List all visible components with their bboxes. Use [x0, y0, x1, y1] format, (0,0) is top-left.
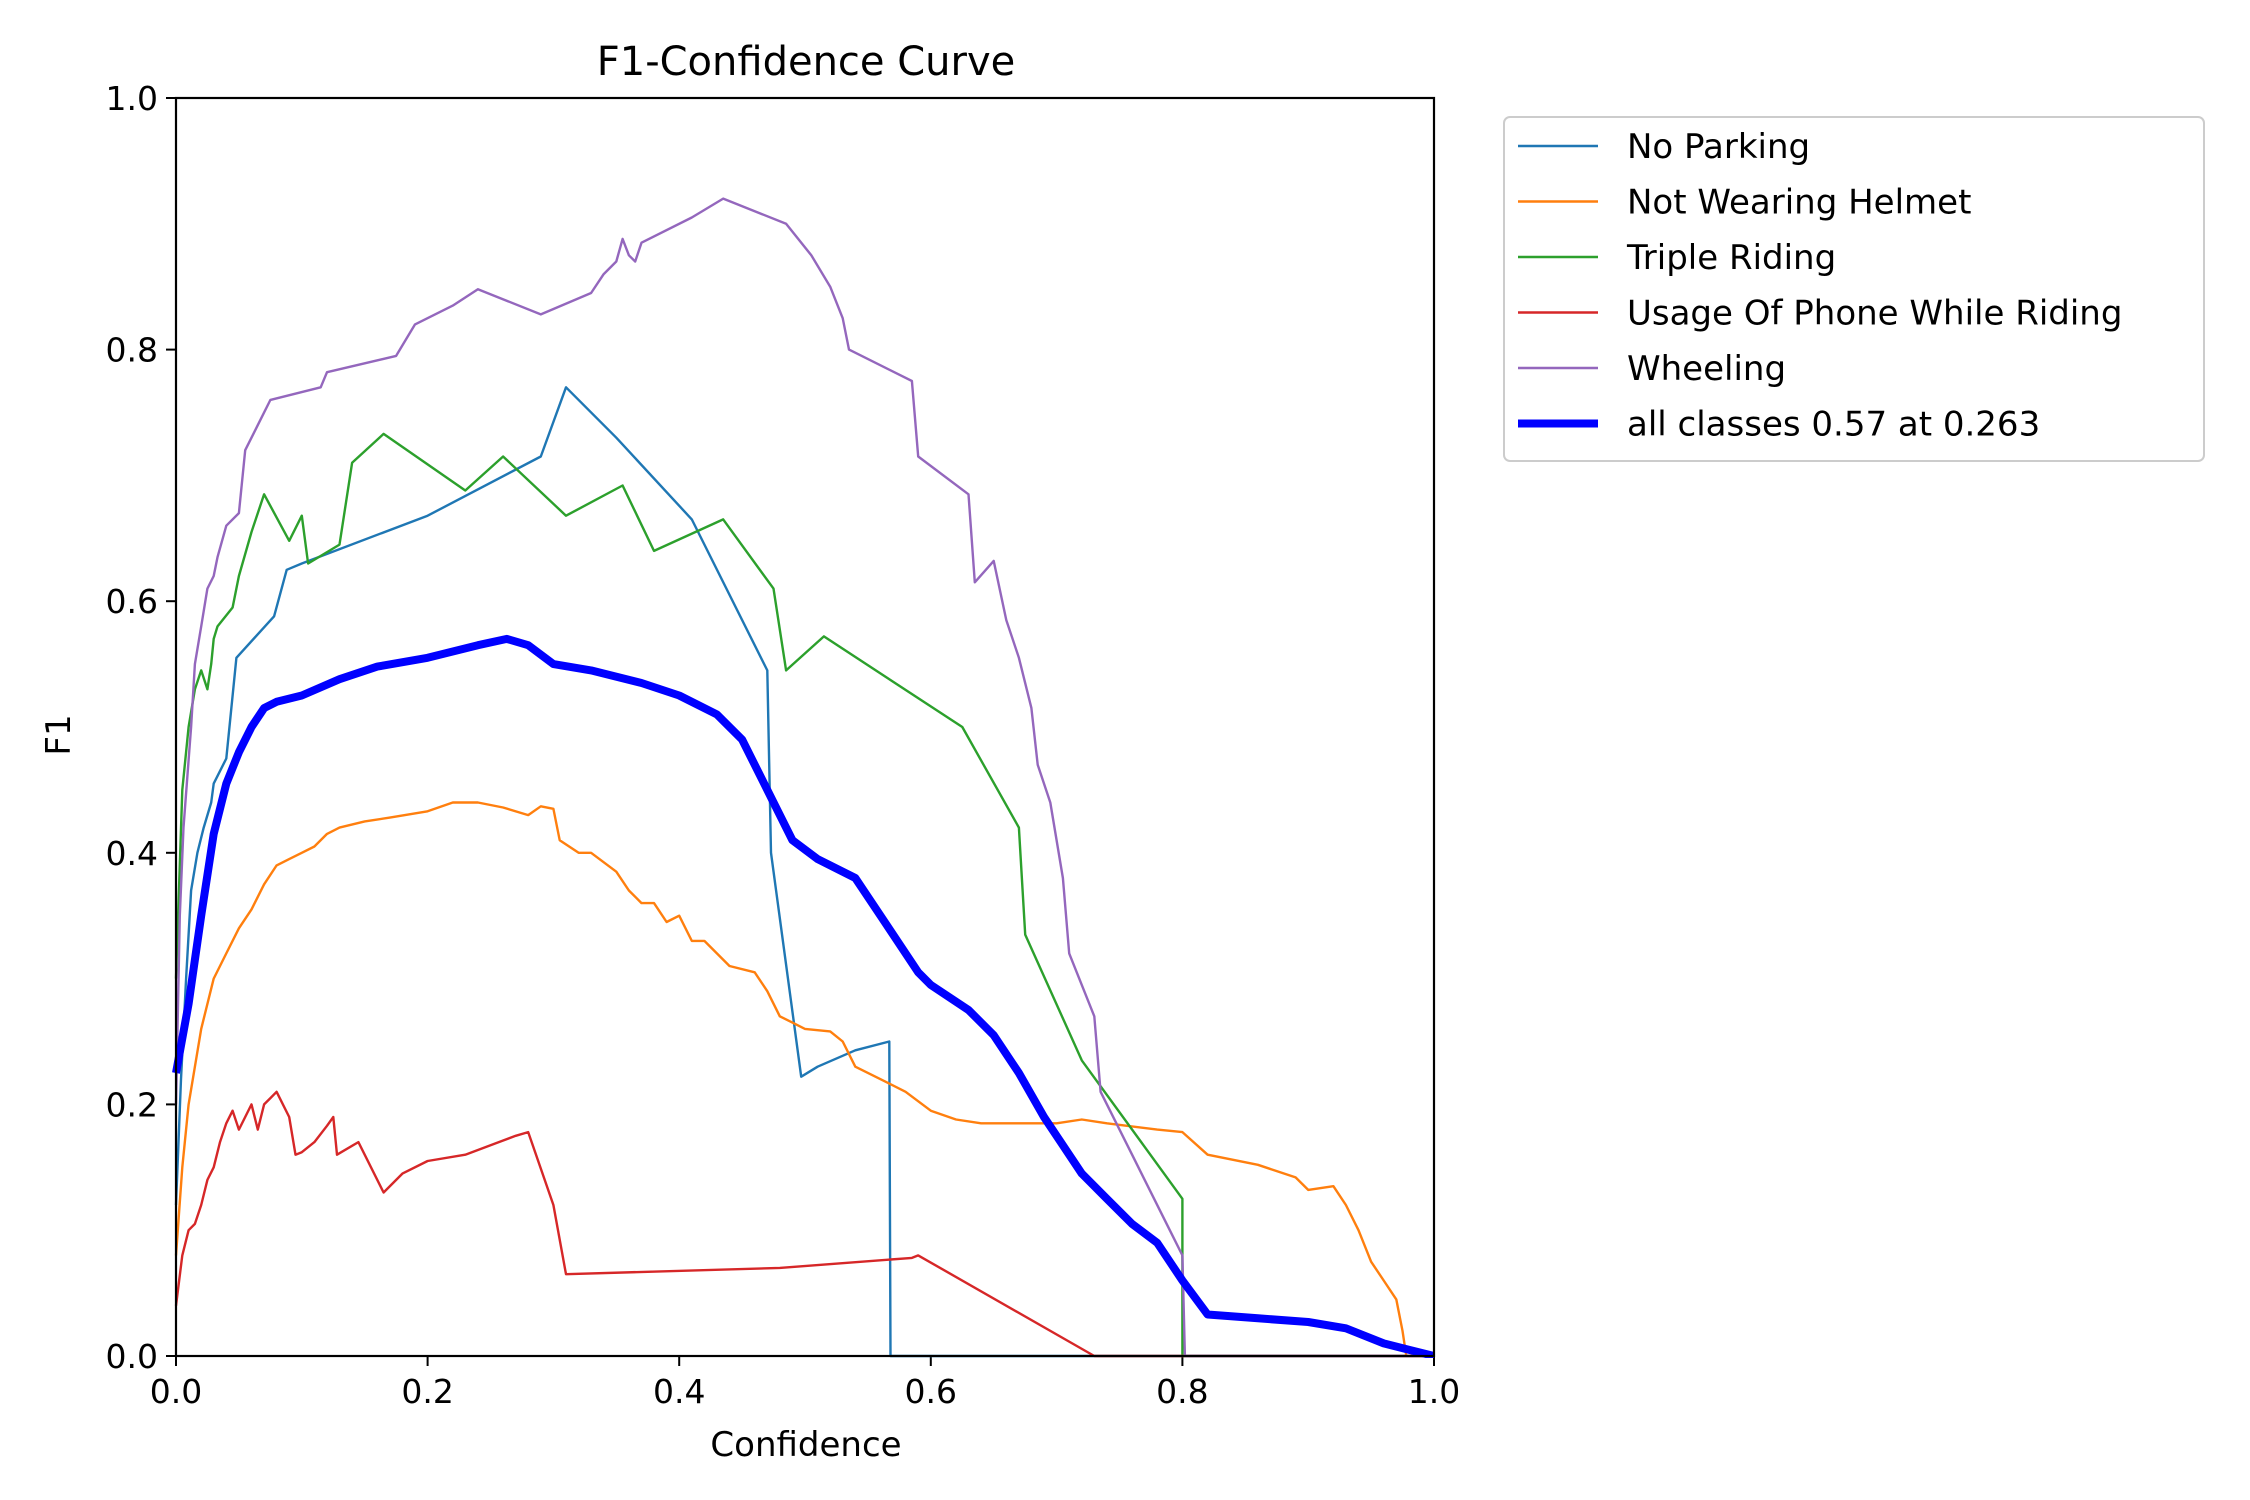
- legend-label: Usage Of Phone While Riding: [1627, 294, 2122, 334]
- legend: No Parking Not Wearing Helmet Triple Ridin…: [1503, 116, 2205, 462]
- legend-box: [1503, 116, 2205, 462]
- y-tick-label: 0.0: [106, 1337, 158, 1376]
- y-tick-label: 0.6: [106, 582, 158, 621]
- x-tick-label: 0.4: [653, 1372, 705, 1411]
- x-tick-label: 1.0: [1408, 1372, 1460, 1411]
- series-line-wheeling: [174, 197, 1434, 1358]
- series-line-not-wearing-helmet: [174, 801, 1434, 1358]
- y-axis-label: F1: [39, 714, 79, 755]
- x-tick-label: 0.2: [401, 1372, 453, 1411]
- y-tick-label: 0.8: [106, 331, 158, 370]
- series-line-usage-of-phone-while-riding: [174, 1090, 1434, 1358]
- y-tick-label: 0.2: [106, 1085, 158, 1124]
- legend-label: all classes 0.57 at 0.263: [1627, 405, 2040, 445]
- legend-label: Triple Riding: [1626, 238, 1836, 278]
- chart-title: F1-Confidence Curve: [597, 39, 1016, 85]
- legend-label: Not Wearing Helmet: [1627, 183, 1971, 223]
- y-tick-label: 1.0: [106, 79, 158, 118]
- series-line-triple-riding: [174, 432, 1434, 1358]
- y-tick-label: 0.4: [106, 834, 158, 873]
- series-line-all-classes-0-57-at-0-263: [172, 634, 1435, 1358]
- series-line-no-parking: [174, 386, 1434, 1358]
- series-lines: [172, 197, 1435, 1358]
- x-tick-label: 0.0: [150, 1372, 202, 1411]
- x-tick-label: 0.6: [905, 1372, 957, 1411]
- y-axis-ticks: 0.0 0.2 0.4 0.6 0.8 1.0: [106, 79, 176, 1376]
- x-axis-label: Confidence: [710, 1425, 901, 1465]
- x-tick-label: 0.8: [1156, 1372, 1208, 1411]
- legend-label: No Parking: [1627, 127, 1810, 167]
- plot-frame: [174, 96, 1436, 1358]
- x-axis-ticks: 0.0 0.2 0.4 0.6 0.8 1.0: [150, 1356, 1460, 1411]
- legend-label: Wheeling: [1627, 349, 1786, 389]
